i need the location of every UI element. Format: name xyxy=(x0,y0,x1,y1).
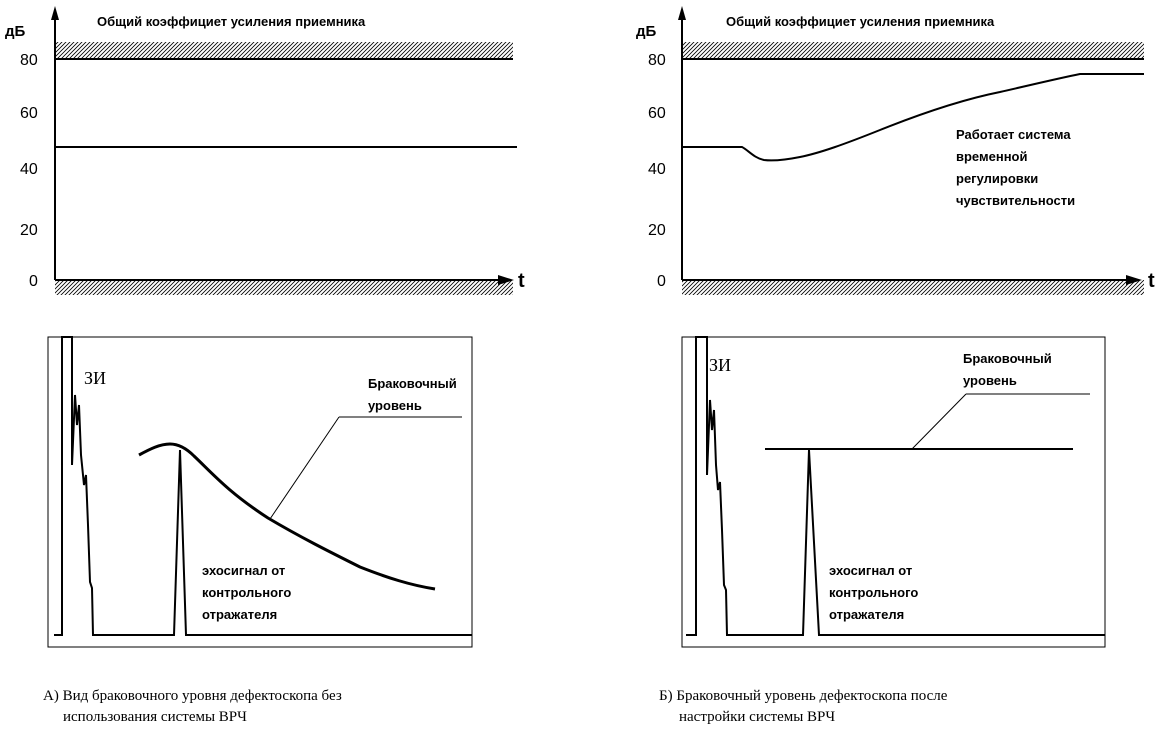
zi-label: ЗИ xyxy=(84,368,106,388)
rejection-label: Браковочный уровень xyxy=(368,376,460,413)
right-scope: ЗИ Браковочный уровень эхосигнал от конт… xyxy=(659,336,1106,725)
scope-frame xyxy=(681,336,1106,648)
rejection-label: Браковочный уровень xyxy=(963,351,1055,388)
scope-frame xyxy=(47,336,473,648)
y-axis-arrow xyxy=(678,6,686,20)
y-tick-80: 80 xyxy=(20,52,38,69)
x-axis-arrow xyxy=(1126,275,1142,285)
chart-title: Общий коэффициет усиления приемника xyxy=(97,14,366,29)
y-tick-40: 40 xyxy=(20,161,38,178)
scope-signal xyxy=(54,336,472,636)
zi-label: ЗИ xyxy=(709,355,731,375)
echo-label: эхосигнал от контрольного отражателя xyxy=(829,563,922,622)
gain-curve xyxy=(682,73,1144,162)
x-label-t: t xyxy=(1148,270,1155,292)
y-tick-80: 80 xyxy=(648,52,666,69)
y-axis-arrow xyxy=(51,6,59,20)
left-scope: ЗИ Браковочный уровень эхосигнал от конт… xyxy=(43,336,473,725)
rejection-leader xyxy=(269,416,340,520)
lower-hatch-zone xyxy=(55,280,513,295)
y-tick-20: 20 xyxy=(20,222,38,239)
y-tick-60: 60 xyxy=(648,105,666,122)
rejection-curve xyxy=(138,442,436,591)
chart-title: Общий коэффициет усиления приемника xyxy=(726,14,995,29)
y-tick-0: 0 xyxy=(657,273,666,290)
upper-hatch-zone xyxy=(55,42,513,59)
lower-hatch-zone xyxy=(682,280,1144,295)
rejection-leader xyxy=(911,393,967,450)
trc-note: Работает система временной регулировки ч… xyxy=(956,127,1075,208)
y-tick-60: 60 xyxy=(20,105,38,122)
y-tick-0: 0 xyxy=(29,273,38,290)
caption: Б) Браковочный уровень дефектоскопа посл… xyxy=(659,688,951,725)
y-unit-label: дБ xyxy=(5,23,26,40)
right-gain-chart: дБ Общий коэффициет усиления приемника 8… xyxy=(636,6,1155,295)
caption: А) Вид браковочного уровня дефектоскопа … xyxy=(43,688,346,725)
y-unit-label: дБ xyxy=(636,23,657,40)
y-tick-20: 20 xyxy=(648,222,666,239)
left-gain-chart: дБ Общий коэффициет усиления приемника 8… xyxy=(5,6,525,295)
x-label-t: t xyxy=(518,270,525,292)
x-axis-arrow xyxy=(498,275,514,285)
y-tick-40: 40 xyxy=(648,161,666,178)
scope-signal xyxy=(686,336,1105,636)
echo-label: эхосигнал от контрольного отражателя xyxy=(202,563,295,622)
upper-hatch-zone xyxy=(682,42,1144,59)
